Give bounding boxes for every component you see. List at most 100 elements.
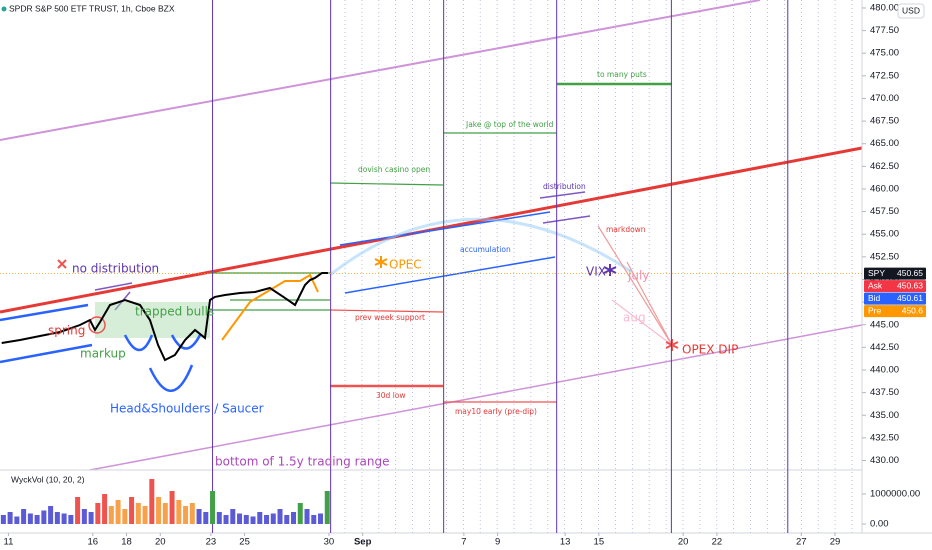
x-tick-label: 20: [155, 537, 166, 548]
annotation: markup: [80, 347, 126, 361]
volume-bar: [27, 513, 33, 524]
orange-path: [221, 273, 319, 341]
annotation: no distribution: [72, 262, 159, 276]
volume-bar: [297, 503, 303, 524]
x-tick-label: 11: [3, 537, 13, 548]
x-tick-label: 23: [206, 537, 217, 548]
accumulation-line: [344, 256, 556, 294]
annotation: aug: [623, 311, 646, 325]
dotted-grid: [344, 0, 853, 533]
asterisk: [665, 339, 679, 351]
annotation: Jake @ top of the world: [465, 120, 554, 129]
distribution-line: [539, 191, 586, 199]
volume-bar: [243, 515, 249, 524]
x-tick-label: 29: [830, 537, 841, 548]
volume-bar: [95, 503, 101, 524]
markdown-line: [611, 299, 673, 346]
volume-bar: [108, 506, 114, 524]
plot-bg: [0, 0, 862, 550]
y-tick-label: 462.50: [870, 161, 899, 172]
y-tick-label: 1000000.00: [870, 489, 920, 500]
price-tag-name: SPY: [868, 268, 885, 278]
volume-bar: [210, 491, 216, 524]
price-tag-name: Pre: [868, 305, 882, 315]
x-marker: [57, 259, 67, 269]
volume-bar: [311, 515, 317, 524]
volume-bar: [257, 512, 263, 524]
price-tag: [864, 305, 926, 318]
y-tick-label: 445.00: [870, 319, 899, 330]
volume-bar: [203, 512, 209, 524]
price-tag-value: 450.6: [902, 305, 924, 315]
annotation: markdown: [606, 225, 646, 234]
volume-bar: [102, 494, 108, 524]
y-tick-label: 435.00: [870, 410, 899, 421]
y-tick-label: 432.50: [870, 432, 899, 443]
volume-bar: [142, 506, 148, 524]
y-tick-label: 480.00: [870, 2, 899, 13]
arc: [329, 217, 633, 277]
price-tag-value: 450.65: [897, 268, 923, 278]
currency-badge: [897, 3, 925, 19]
purple-line: [94, 282, 133, 291]
distribution-line: [542, 215, 591, 224]
price-tag: [864, 292, 926, 305]
upper-channel: [0, 0, 761, 141]
y-tick-label: 437.50: [870, 387, 899, 398]
volume-bar: [75, 497, 81, 524]
spring-circle: [88, 316, 106, 334]
volume-bar: [304, 509, 310, 524]
volume-bar: [183, 506, 189, 524]
volume-bar: [169, 491, 175, 524]
annotation: Head&Shoulders / Saucer: [110, 402, 264, 416]
volume-bar: [277, 509, 283, 524]
volume-bar: [122, 509, 128, 524]
volume-bar: [284, 515, 290, 524]
annotation: spring: [48, 324, 85, 338]
volume-bar: [34, 515, 40, 524]
annotation: to many puts: [597, 70, 647, 79]
annotation: OPEX DIP: [682, 343, 738, 357]
annotation: may10 early (pre-dip): [455, 407, 537, 416]
volume-bar: [61, 513, 67, 524]
x-tick-label: 27: [796, 537, 807, 548]
chart-title: SPDR S&P 500 ETF TRUST, 1h, Cboe BZX: [9, 3, 175, 13]
price-tag: [864, 267, 926, 280]
volume-bar: [270, 513, 276, 524]
volume-bar: [129, 497, 135, 524]
x-tick-label: 20: [678, 537, 689, 548]
x-tick-label: 25: [239, 537, 250, 548]
blue-channel: [0, 343, 93, 364]
volume-bar: [196, 509, 202, 524]
volume-bar: [291, 512, 297, 524]
annotation: accumulation: [460, 245, 511, 254]
annotation: distribution: [543, 182, 586, 191]
volume-bar: [68, 515, 74, 524]
volume-bar: [7, 512, 13, 524]
volume-bar: [135, 503, 141, 524]
volume-bar: [237, 513, 243, 524]
y-tick-label: 465.00: [870, 138, 899, 149]
price-line-series: [1, 271, 328, 362]
price-tag: [864, 280, 926, 293]
x-tick-label: 18: [121, 537, 132, 548]
volume-bar: [149, 479, 155, 524]
asterisk: [374, 256, 388, 268]
level: [329, 182, 444, 186]
y-tick-label: 477.50: [870, 25, 899, 36]
markdown-line: [626, 261, 673, 346]
volume-bar: [324, 491, 330, 524]
price-tag-value: 450.61: [897, 293, 923, 303]
y-tick-label: 455.00: [870, 229, 899, 240]
volume-bar: [0, 515, 6, 524]
x-tick-label: 15: [594, 537, 605, 548]
y-tick-label: 470.00: [870, 93, 899, 104]
blue-channel: [0, 303, 89, 322]
y-tick-label: 442.50: [870, 342, 899, 353]
annotation: july: [627, 269, 649, 283]
head-shoulders: [123, 334, 202, 392]
y-tick-label: 430.00: [870, 455, 899, 466]
y-tick-label: 0.00: [870, 519, 889, 530]
volume-bar: [176, 500, 182, 524]
